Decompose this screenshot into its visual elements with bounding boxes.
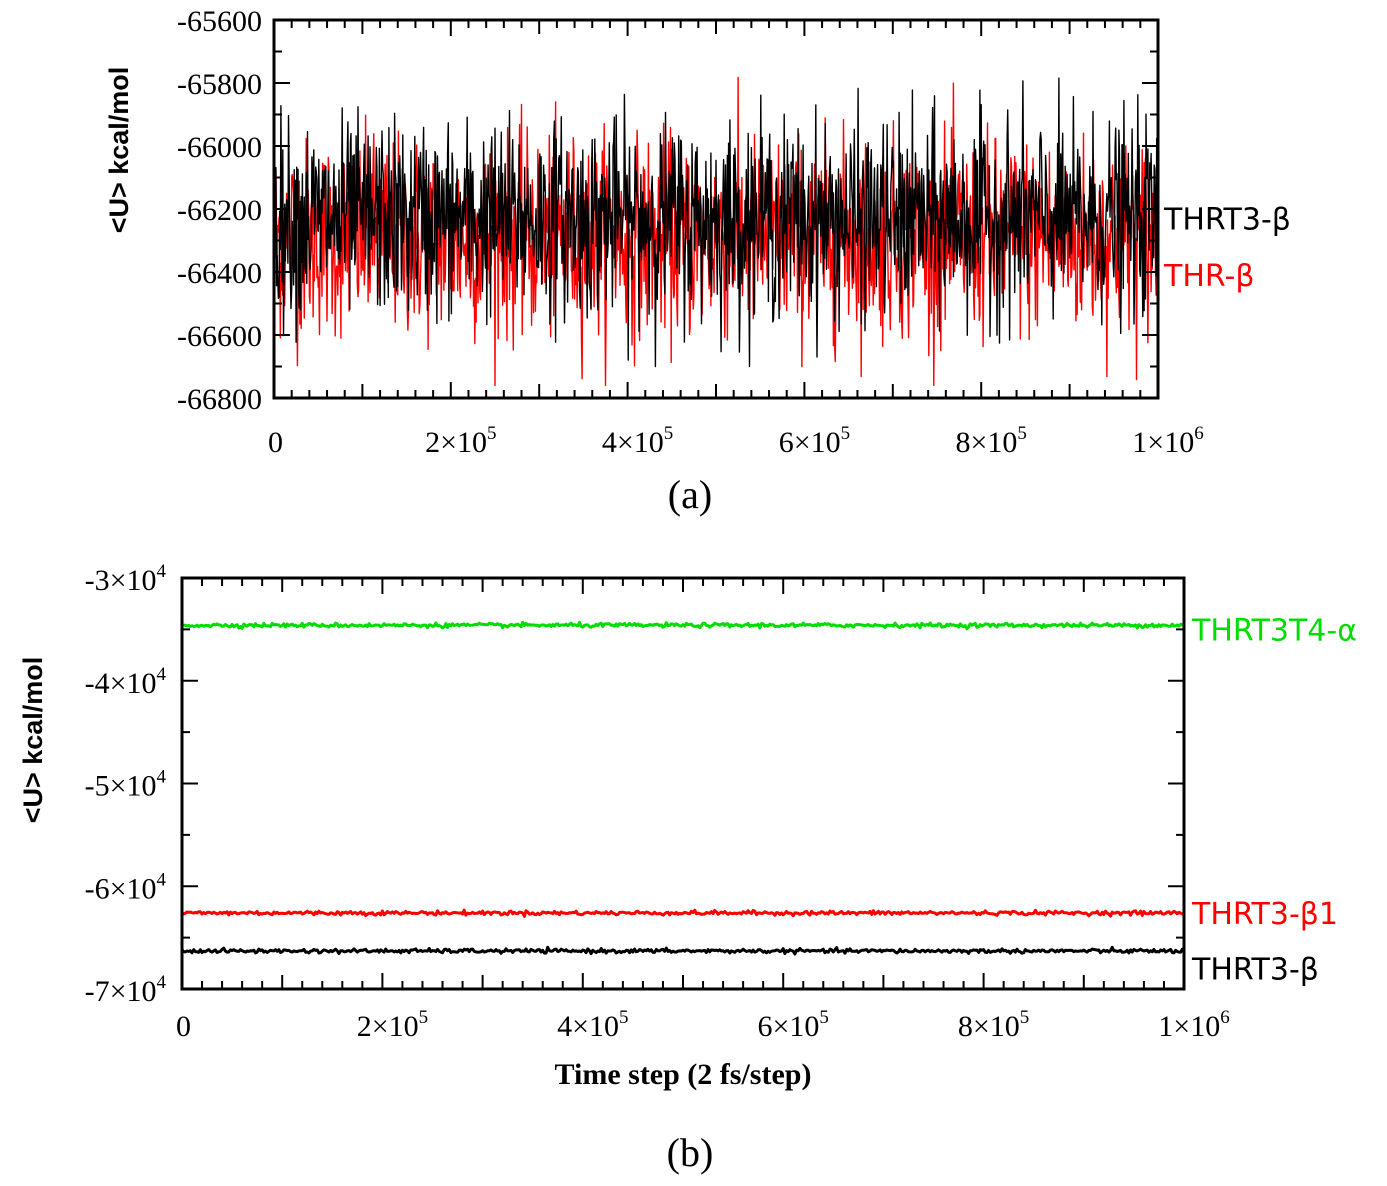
panel-b-plot-frame <box>180 576 1186 991</box>
panel-a-ticks <box>273 19 1159 399</box>
panel-a-series <box>273 76 1159 387</box>
panel-b-y-tick-label-mantissa: -4×10 <box>85 667 157 700</box>
panel-b-x-tick-label-exponent: 5 <box>619 1007 629 1028</box>
panel-b-x-tick-label-exponent: 5 <box>1020 1007 1030 1028</box>
panel-a-series-line-1 <box>273 77 1159 368</box>
panel-a-x-tick-label-mantissa: 0 <box>268 426 283 459</box>
panel-b-y-tick-label: -7×104 <box>85 972 167 1008</box>
panel-b-series <box>180 620 1185 956</box>
panel-b-x-tick-label-exponent: 5 <box>819 1007 829 1028</box>
panel-a-x-tick-label-exponent: 5 <box>841 423 851 444</box>
panel-b-y-tick-label-exponent: 4 <box>157 767 167 788</box>
panel-a-legend-label-0: THR-β <box>1163 259 1254 294</box>
panel-b-y-tick-label: -6×104 <box>85 869 167 905</box>
panel-a-y-tick-label: -65800 <box>177 68 262 101</box>
panel-a-x-tick-label-mantissa: 1×10 <box>1132 426 1194 459</box>
panel-a-y-tick-label-mantissa: -65800 <box>177 68 262 101</box>
panel-a-y-tick-label-mantissa: -66600 <box>177 320 262 353</box>
panel-a-x-tick-label-exponent: 5 <box>1017 423 1026 444</box>
panel-a-legend: THR-β THRT3-β <box>1163 202 1291 294</box>
panel-b-legend-label-0: THRT3T4-α <box>1191 613 1357 648</box>
panel-a-y-tick-label: -66000 <box>177 131 262 164</box>
panel-a-x-tick-label-exponent: 5 <box>664 423 674 444</box>
panel-b-series-line-0 <box>182 620 1185 631</box>
panel-b-series-line-2 <box>180 945 1185 956</box>
panel-a-y-tick-label: -66600 <box>177 320 262 353</box>
panel-b-x-tick-labels: 0 2×105 4×105 6×105 8×105 1×106 <box>176 1007 1230 1043</box>
panel-b-y-tick-label-exponent: 4 <box>157 869 167 890</box>
panel-a-y-axis-label: <U> kcal/mol <box>104 67 134 234</box>
panel-a-x-tick-labels: 0 2×105 4×105 6×105 8×105 1×106 <box>268 423 1204 459</box>
panel-a-x-tick-label: 1×106 <box>1132 423 1203 459</box>
panel-a-x-tick-label: 8×105 <box>955 423 1026 459</box>
panel-a-x-tick-label-mantissa: 4×10 <box>602 426 664 459</box>
panel-b-y-tick-label-mantissa: -6×10 <box>85 872 157 905</box>
panel-b-x-tick-label-mantissa: 0 <box>176 1010 191 1043</box>
panel-b-y-tick-label: -3×104 <box>85 561 167 597</box>
panel-b-y-tick-label: -5×104 <box>85 767 167 803</box>
panel-b-legend-label-1: THRT3-β1 <box>1191 897 1338 932</box>
panel-a-x-tick-label: 2×105 <box>425 423 496 459</box>
panel-a-y-tick-labels: -65600 -65800 -66000 -66200 -66400 -66600 -668… <box>177 5 262 416</box>
panel-b-x-tick-label-mantissa: 8×10 <box>958 1010 1020 1043</box>
panel-a-y-tick-label: -65600 <box>177 5 262 38</box>
panel-a-y-tick-label-mantissa: -66800 <box>177 383 262 416</box>
panel-a-y-tick-label-mantissa: -66000 <box>177 131 262 164</box>
panel-b-x-tick-label-exponent: 6 <box>1220 1007 1230 1028</box>
panel-b-y-tick-label-mantissa: -5×10 <box>85 770 157 803</box>
panel-b-legend-label-2: THRT3-β <box>1191 952 1319 987</box>
panel-b-x-tick-label-exponent: 5 <box>419 1007 429 1028</box>
panel-b-x-tick-label: 0 <box>176 1010 191 1043</box>
panel-b-caption: (b) <box>667 1130 714 1175</box>
panel-b-x-tick-label: 6×105 <box>757 1007 828 1043</box>
panel-a-y-tick-label-mantissa: -66400 <box>177 257 262 290</box>
panel-a-x-tick-label-mantissa: 6×10 <box>779 426 841 459</box>
panel-a-x-tick-label-exponent: 5 <box>487 423 497 444</box>
panel-b-y-tick-labels: -3×104-4×104-5×104-6×104-7×104 <box>85 561 167 1008</box>
panel-b-ticks <box>181 577 1185 990</box>
panel-a: 0 2×105 4×105 6×105 8×105 1×106 -65600-65800-… <box>104 5 1291 517</box>
panel-b-x-tick-label-mantissa: 6×10 <box>757 1010 819 1043</box>
panel-b-y-tick-label-exponent: 4 <box>157 664 167 685</box>
panel-a-x-tick-label: 6×105 <box>779 423 850 459</box>
panel-b-y-tick-label: -4×104 <box>85 664 167 700</box>
panel-a-legend-label-1: THRT3-β <box>1163 202 1291 237</box>
panel-a-x-tick-label-mantissa: 2×10 <box>425 426 487 459</box>
panel-b-x-tick-label-mantissa: 2×10 <box>357 1010 419 1043</box>
panel-b-x-tick-label: 2×105 <box>357 1007 428 1043</box>
panel-a-x-tick-label: 4×105 <box>602 423 673 459</box>
panel-b-y-tick-label-mantissa: -3×10 <box>85 564 157 597</box>
panel-b: 0 2×105 4×105 6×105 8×105 1×106 -3×104-4×104-… <box>18 561 1357 1175</box>
panel-b-x-tick-label-mantissa: 1×10 <box>1158 1010 1220 1043</box>
panel-b-x-tick-label: 8×105 <box>958 1007 1029 1043</box>
panel-b-y-axis-label: <U> kcal/mol <box>18 657 48 824</box>
panel-b-x-axis-label: Time step (2 fs/step) <box>555 1058 812 1091</box>
panel-a-y-tick-label-mantissa: -66200 <box>177 194 262 227</box>
panel-a-x-tick-label-exponent: 6 <box>1194 423 1204 444</box>
panel-b-series-line-1 <box>181 908 1185 918</box>
panel-b-x-tick-label-mantissa: 4×10 <box>557 1010 619 1043</box>
panel-a-y-tick-label: -66800 <box>177 383 262 416</box>
panel-b-legend: THRT3T4-α THRT3-β1 THRT3-β <box>1191 613 1357 987</box>
panel-a-x-tick-label: 0 <box>268 426 283 459</box>
panel-a-y-tick-label-mantissa: -65600 <box>177 5 262 38</box>
panel-b-y-tick-label-mantissa: -7×10 <box>85 975 157 1008</box>
panel-a-caption: (a) <box>668 472 712 517</box>
panel-a-x-tick-label-mantissa: 8×10 <box>955 426 1017 459</box>
panel-b-x-tick-label: 4×105 <box>557 1007 628 1043</box>
panel-b-y-tick-label-exponent: 4 <box>157 972 167 993</box>
panel-a-y-tick-label: -66200 <box>177 194 262 227</box>
panel-b-y-tick-label-exponent: 4 <box>157 561 167 582</box>
panel-a-y-tick-label: -66400 <box>177 257 262 290</box>
panel-b-x-tick-label: 1×106 <box>1158 1007 1229 1043</box>
